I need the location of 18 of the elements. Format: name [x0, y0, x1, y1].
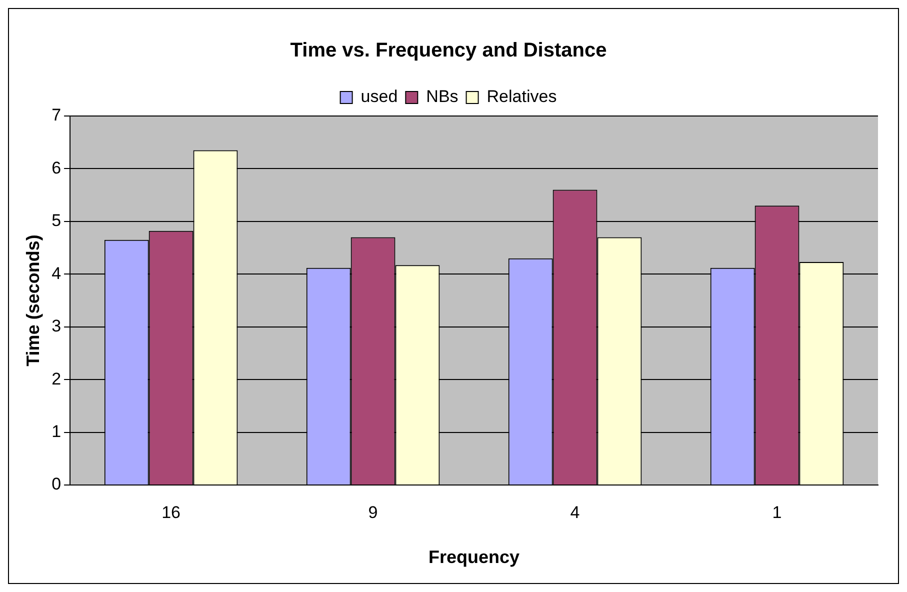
- y-tick-label: 0: [52, 474, 62, 494]
- y-tick-label: 5: [52, 211, 62, 230]
- x-tick-label: 9: [368, 502, 378, 522]
- y-tick-label: 4: [52, 264, 62, 283]
- y-axis-title: Time (seconds): [22, 234, 43, 366]
- legend-label: used: [360, 87, 398, 106]
- y-tick-label: 2: [52, 369, 62, 388]
- legend-label: Relatives: [486, 87, 557, 106]
- x-axis-title: Frequency: [428, 547, 520, 568]
- y-tick-label: 1: [52, 422, 62, 441]
- chart-title: Time vs. Frequency and Distance: [290, 40, 607, 62]
- x-tick-label: 4: [570, 502, 580, 522]
- x-tick-label: 16: [162, 502, 181, 522]
- x-tick-label: 1: [772, 502, 782, 522]
- y-tick-label: 6: [52, 158, 62, 178]
- y-tick-label: 7: [52, 106, 62, 125]
- y-tick-label: 3: [52, 316, 62, 336]
- legend-label: NBs: [426, 87, 458, 106]
